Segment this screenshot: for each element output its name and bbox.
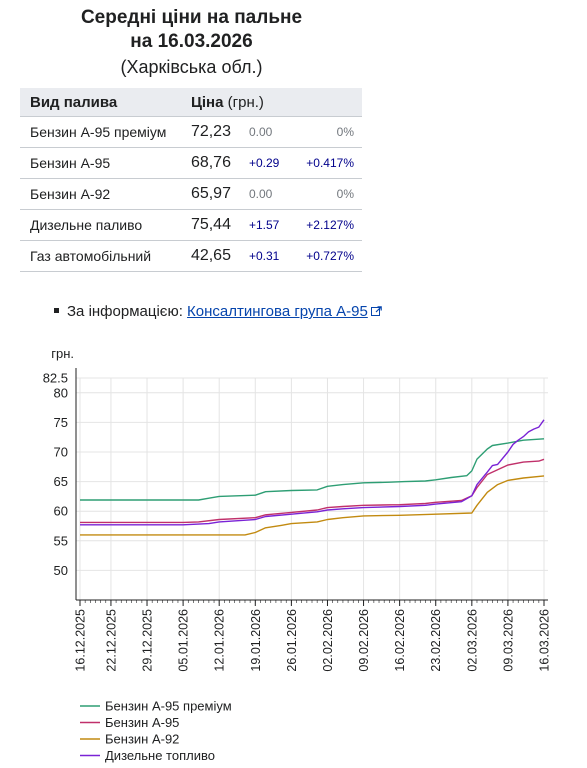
x-tick-label: 22.12.2025 <box>104 609 118 672</box>
price-change-percent: +2.127% <box>296 209 362 241</box>
chart-series-lines <box>80 419 545 536</box>
table-row: Бензин А-92 65,97 0.00 0% <box>20 178 362 210</box>
source-line: За інформацією: Консалтингова група А-95 <box>54 303 382 321</box>
table-row: Бензин А-95 преміум 72,23 0.00 0% <box>20 116 362 148</box>
table-body: Бензин А-95 преміум 72,23 0.00 0% Бензин… <box>20 116 362 272</box>
x-tick-label: 29.12.2025 <box>141 609 155 672</box>
x-tick-label: 05.01.2026 <box>177 609 191 672</box>
legend-label: Дизельне топливо <box>105 748 215 763</box>
column-header-fuel: Вид палива <box>20 88 191 117</box>
price-change: +0.31 <box>248 240 297 272</box>
source-link-label: Консалтингова група А-95 <box>187 303 368 320</box>
x-tick-label: 09.02.2026 <box>357 609 371 672</box>
x-tick-label: 26.01.2026 <box>285 609 299 672</box>
price-change-percent: +0.417% <box>296 147 362 179</box>
external-link-icon <box>370 304 382 321</box>
source-prefix: За інформацією: <box>67 303 183 320</box>
fuel-price: 65,97 <box>190 178 249 210</box>
x-tick-label: 09.03.2026 <box>501 609 515 672</box>
fuel-name: Бензин А-95 <box>20 147 191 179</box>
region-label: (Харківська обл.) <box>120 57 263 77</box>
column-header-price-label: Ціна <box>190 93 224 111</box>
fuel-name: Бензин А-95 преміум <box>20 116 191 148</box>
y-tick-label: 65 <box>54 474 68 489</box>
x-tick-label: 23.02.2026 <box>429 609 443 672</box>
y-tick-label: 60 <box>54 504 68 519</box>
column-header-fuel-label: Вид палива <box>30 93 118 111</box>
column-header-unit: (грн.) <box>227 93 264 111</box>
price-change-percent: +0.727% <box>296 240 362 272</box>
fuel-price-table: Вид палива Ціна (грн.) Бензин А-95 премі… <box>20 88 362 272</box>
page-title-date: на 16.03.2026 <box>130 31 253 52</box>
fuel-price: 42,65 <box>190 240 249 272</box>
x-tick-label: 16.02.2026 <box>393 609 407 672</box>
price-change: 0.00 <box>248 178 297 210</box>
price-change-percent: 0% <box>296 178 362 210</box>
source-link[interactable]: Консалтингова група А-95 <box>187 303 368 320</box>
series-line <box>80 458 545 524</box>
legend-label: Бензин А-92 <box>105 732 179 747</box>
y-tick-label: 70 <box>54 445 68 460</box>
x-axis: 16.12.2025 22.12.2025 29.12.2025 05.01.2026… <box>74 599 552 672</box>
y-tick-label: 80 <box>54 385 68 400</box>
x-tick-label: 16.03.2026 <box>538 609 552 672</box>
y-tick-label: 82.5 <box>43 371 68 386</box>
column-header-price: Ціна (грн.) <box>190 88 362 117</box>
price-change: 0.00 <box>248 116 297 148</box>
x-tick-label: 02.03.2026 <box>465 609 479 672</box>
price-change-percent: 0% <box>296 116 362 148</box>
x-tick-label: 02.02.2026 <box>321 609 335 672</box>
table-row: Бензин А-95 68,76 +0.29 +0.417% <box>20 147 362 179</box>
bullet-icon <box>54 307 59 313</box>
fuel-name: Бензин А-92 <box>20 178 191 210</box>
fuel-name: Газ автомобільний <box>20 240 191 272</box>
page-header: Середні ціни на пальне на 16.03.2026 (Ха… <box>0 6 383 80</box>
table-row: Дизельне паливо 75,44 +1.57 +2.127% <box>20 209 362 241</box>
series-line <box>80 419 545 526</box>
x-tick-label: 12.01.2026 <box>213 609 227 672</box>
table-row: Газ автомобільний 42,65 +0.31 +0.727% <box>20 240 362 272</box>
legend-label: Бензин А-95 <box>105 715 179 730</box>
y-tick-label: 75 <box>54 415 68 430</box>
x-tick-label: 16.12.2025 <box>74 609 88 672</box>
price-change: +1.57 <box>248 209 297 241</box>
page-title-line1: Середні ціни на пальне <box>80 7 303 28</box>
fuel-price: 68,76 <box>190 147 249 179</box>
legend-label: Бензин А-95 преміум <box>105 699 232 714</box>
series-line <box>80 475 545 536</box>
price-change: +0.29 <box>248 147 297 179</box>
x-tick-label: 19.01.2026 <box>249 609 263 672</box>
y-axis-label: грн. <box>51 346 74 361</box>
y-tick-label: 55 <box>54 533 68 548</box>
series-line <box>80 438 545 501</box>
fuel-price: 72,23 <box>190 116 249 148</box>
table-header-row: Вид палива Ціна (грн.) <box>20 88 362 117</box>
y-tick-label: 50 <box>54 563 68 578</box>
fuel-name: Дизельне паливо <box>20 209 191 241</box>
chart-grid <box>76 377 548 600</box>
fuel-price: 75,44 <box>190 209 249 241</box>
